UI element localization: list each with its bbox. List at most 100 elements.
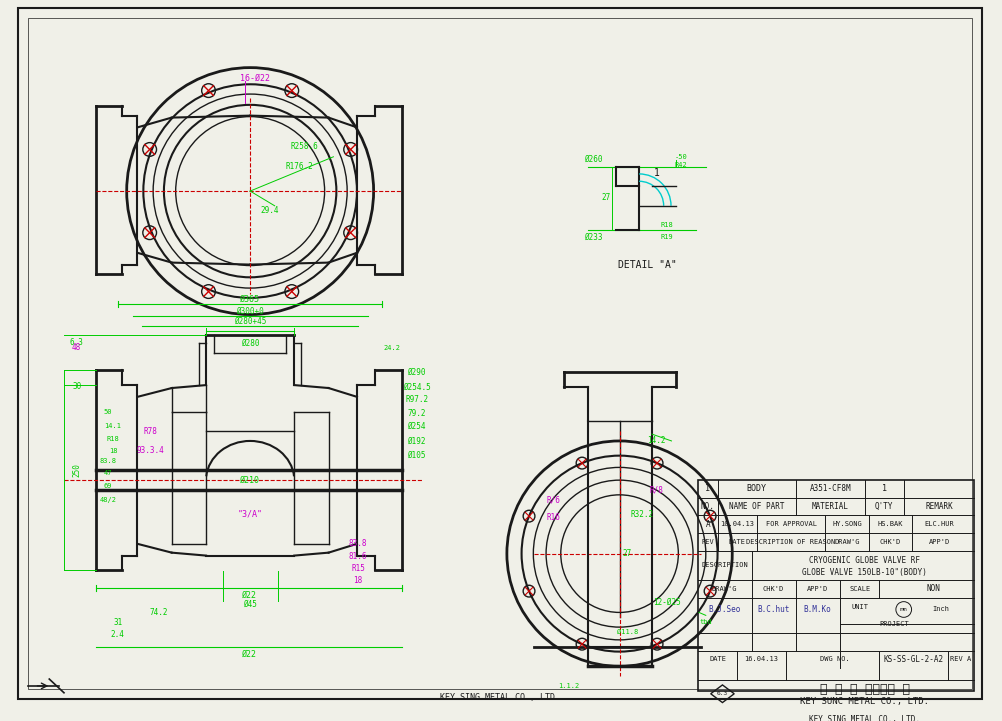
Text: KS-SS-GL-2-A2: KS-SS-GL-2-A2	[884, 655, 944, 664]
Text: -50: -50	[675, 154, 687, 160]
Text: Ø280+45: Ø280+45	[233, 317, 267, 326]
Text: BODY: BODY	[746, 485, 767, 493]
Text: DRAW'G: DRAW'G	[711, 586, 737, 592]
Text: R/6: R/6	[547, 495, 561, 504]
Text: 기 상 금 속주식회 사: 기 상 금 속주식회 사	[820, 684, 910, 696]
Text: Ø254.5: Ø254.5	[403, 383, 431, 392]
Text: R15: R15	[351, 564, 365, 572]
Text: R78: R78	[143, 427, 157, 435]
Text: 16.04.13: 16.04.13	[744, 656, 779, 663]
Text: R176.2: R176.2	[286, 162, 313, 171]
Text: Ø22: Ø22	[241, 650, 257, 659]
Bar	[698, 480, 974, 691]
Text: R32.2: R32.2	[630, 510, 653, 519]
Text: KEY SING METAL CO., LTD.: KEY SING METAL CO., LTD.	[809, 715, 920, 721]
Text: 83.8: 83.8	[349, 539, 367, 549]
Text: Ø290: Ø290	[408, 368, 426, 377]
Text: NAME OF PART: NAME OF PART	[729, 502, 785, 511]
Text: Ø365: Ø365	[240, 294, 261, 304]
Text: 6.3: 6.3	[70, 338, 83, 348]
Text: 1: 1	[654, 169, 659, 178]
Text: 31: 31	[113, 618, 122, 627]
Text: B.C.hut: B.C.hut	[758, 605, 790, 614]
Text: MATERIAL: MATERIAL	[812, 502, 849, 511]
Text: Ø260: Ø260	[584, 155, 602, 164]
Text: A351-CF8M: A351-CF8M	[810, 485, 851, 493]
Text: 18: 18	[109, 448, 117, 454]
Text: mm: mm	[900, 607, 908, 612]
Text: R16: R16	[547, 513, 561, 522]
Text: DETAIL "A": DETAIL "A"	[617, 260, 676, 270]
Text: B.J.Seo: B.J.Seo	[708, 605, 740, 614]
Text: REMARK: REMARK	[925, 502, 953, 511]
Text: 24.2: 24.2	[384, 345, 401, 351]
Text: 81.6: 81.6	[349, 552, 367, 561]
Text: Ø11.8: Ø11.8	[617, 629, 638, 635]
Text: A: A	[705, 520, 710, 528]
Text: GLOBE VALVE 150LB-10"(BODY): GLOBE VALVE 150LB-10"(BODY)	[802, 567, 927, 577]
Text: NON: NON	[926, 585, 940, 593]
Text: APP'D: APP'D	[807, 586, 828, 592]
Text: 1: 1	[705, 485, 710, 493]
Text: 16-Ø22: 16-Ø22	[240, 74, 271, 83]
Text: 79.2: 79.2	[408, 409, 426, 418]
Text: APP'D: APP'D	[929, 539, 950, 545]
Text: Q'TY: Q'TY	[875, 502, 894, 511]
Text: HY.SONG: HY.SONG	[832, 521, 862, 527]
Text: B.M.Ko: B.M.Ko	[804, 605, 832, 614]
Text: R19: R19	[660, 234, 673, 240]
Text: CHK'D: CHK'D	[763, 586, 784, 592]
Text: DRAW'G: DRAW'G	[834, 539, 860, 545]
Text: 1: 1	[882, 485, 887, 493]
Text: REV: REV	[701, 539, 714, 545]
Text: 18: 18	[354, 575, 363, 585]
Text: Ø210: Ø210	[240, 476, 261, 485]
Text: Ø233: Ø233	[584, 233, 602, 242]
Text: 48: 48	[72, 343, 81, 353]
Text: DATE: DATE	[709, 656, 726, 663]
Text: 12-Ø25: 12-Ø25	[652, 598, 680, 607]
Text: 50: 50	[104, 409, 112, 415]
Text: HS.BAK: HS.BAK	[878, 521, 903, 527]
Text: 27: 27	[623, 549, 632, 558]
Text: FOR APPROVAL: FOR APPROVAL	[766, 521, 817, 527]
Text: 69: 69	[104, 483, 112, 489]
Text: KEY SING METAL CO., LTD.: KEY SING METAL CO., LTD.	[440, 693, 560, 702]
Text: CHK'D: CHK'D	[880, 539, 901, 545]
Text: Inch: Inch	[933, 606, 950, 612]
Text: DESCRIPTION OF REASON: DESCRIPTION OF REASON	[746, 539, 836, 545]
Text: DESCRIPTION: DESCRIPTION	[701, 562, 747, 568]
Text: Ø300+0: Ø300+0	[236, 307, 264, 316]
Text: 47: 47	[104, 470, 112, 477]
Text: Ø45: Ø45	[243, 600, 258, 609]
Text: 27: 27	[601, 193, 610, 203]
Text: Ø22: Ø22	[241, 591, 257, 601]
Text: R97.2: R97.2	[405, 395, 428, 404]
Text: 2.4: 2.4	[111, 630, 125, 640]
Text: 10.04.13: 10.04.13	[720, 521, 755, 527]
Text: REV A: REV A	[950, 656, 971, 663]
Text: R18: R18	[106, 436, 119, 442]
Text: R/8: R/8	[650, 485, 663, 495]
Text: 74.2: 74.2	[149, 608, 168, 617]
Text: KEY SUNC METAL CO., LTD.: KEY SUNC METAL CO., LTD.	[800, 697, 929, 706]
Text: Ø105: Ø105	[408, 451, 426, 460]
Text: 6.3: 6.3	[716, 691, 728, 696]
Text: 29.4: 29.4	[261, 206, 279, 215]
Text: 83.8: 83.8	[99, 458, 116, 464]
Text: R258.6: R258.6	[291, 143, 318, 151]
Text: UNIT: UNIT	[851, 603, 868, 609]
Text: Ø192: Ø192	[408, 436, 426, 446]
Text: SCALE: SCALE	[849, 586, 871, 592]
Text: 48/2: 48/2	[99, 497, 116, 503]
Text: "3/A": "3/A"	[237, 510, 263, 519]
Text: Ø254: Ø254	[408, 422, 426, 430]
Text: ELC.HUR: ELC.HUR	[924, 521, 954, 527]
Text: 250: 250	[72, 464, 81, 477]
Text: 14.1: 14.1	[104, 423, 121, 429]
Text: Ø280: Ø280	[240, 338, 260, 348]
Text: DWG NO.: DWG NO.	[821, 656, 850, 663]
Text: 14.2: 14.2	[647, 436, 666, 446]
Text: R42: R42	[675, 162, 687, 167]
Text: 93.3.4: 93.3.4	[136, 446, 164, 455]
